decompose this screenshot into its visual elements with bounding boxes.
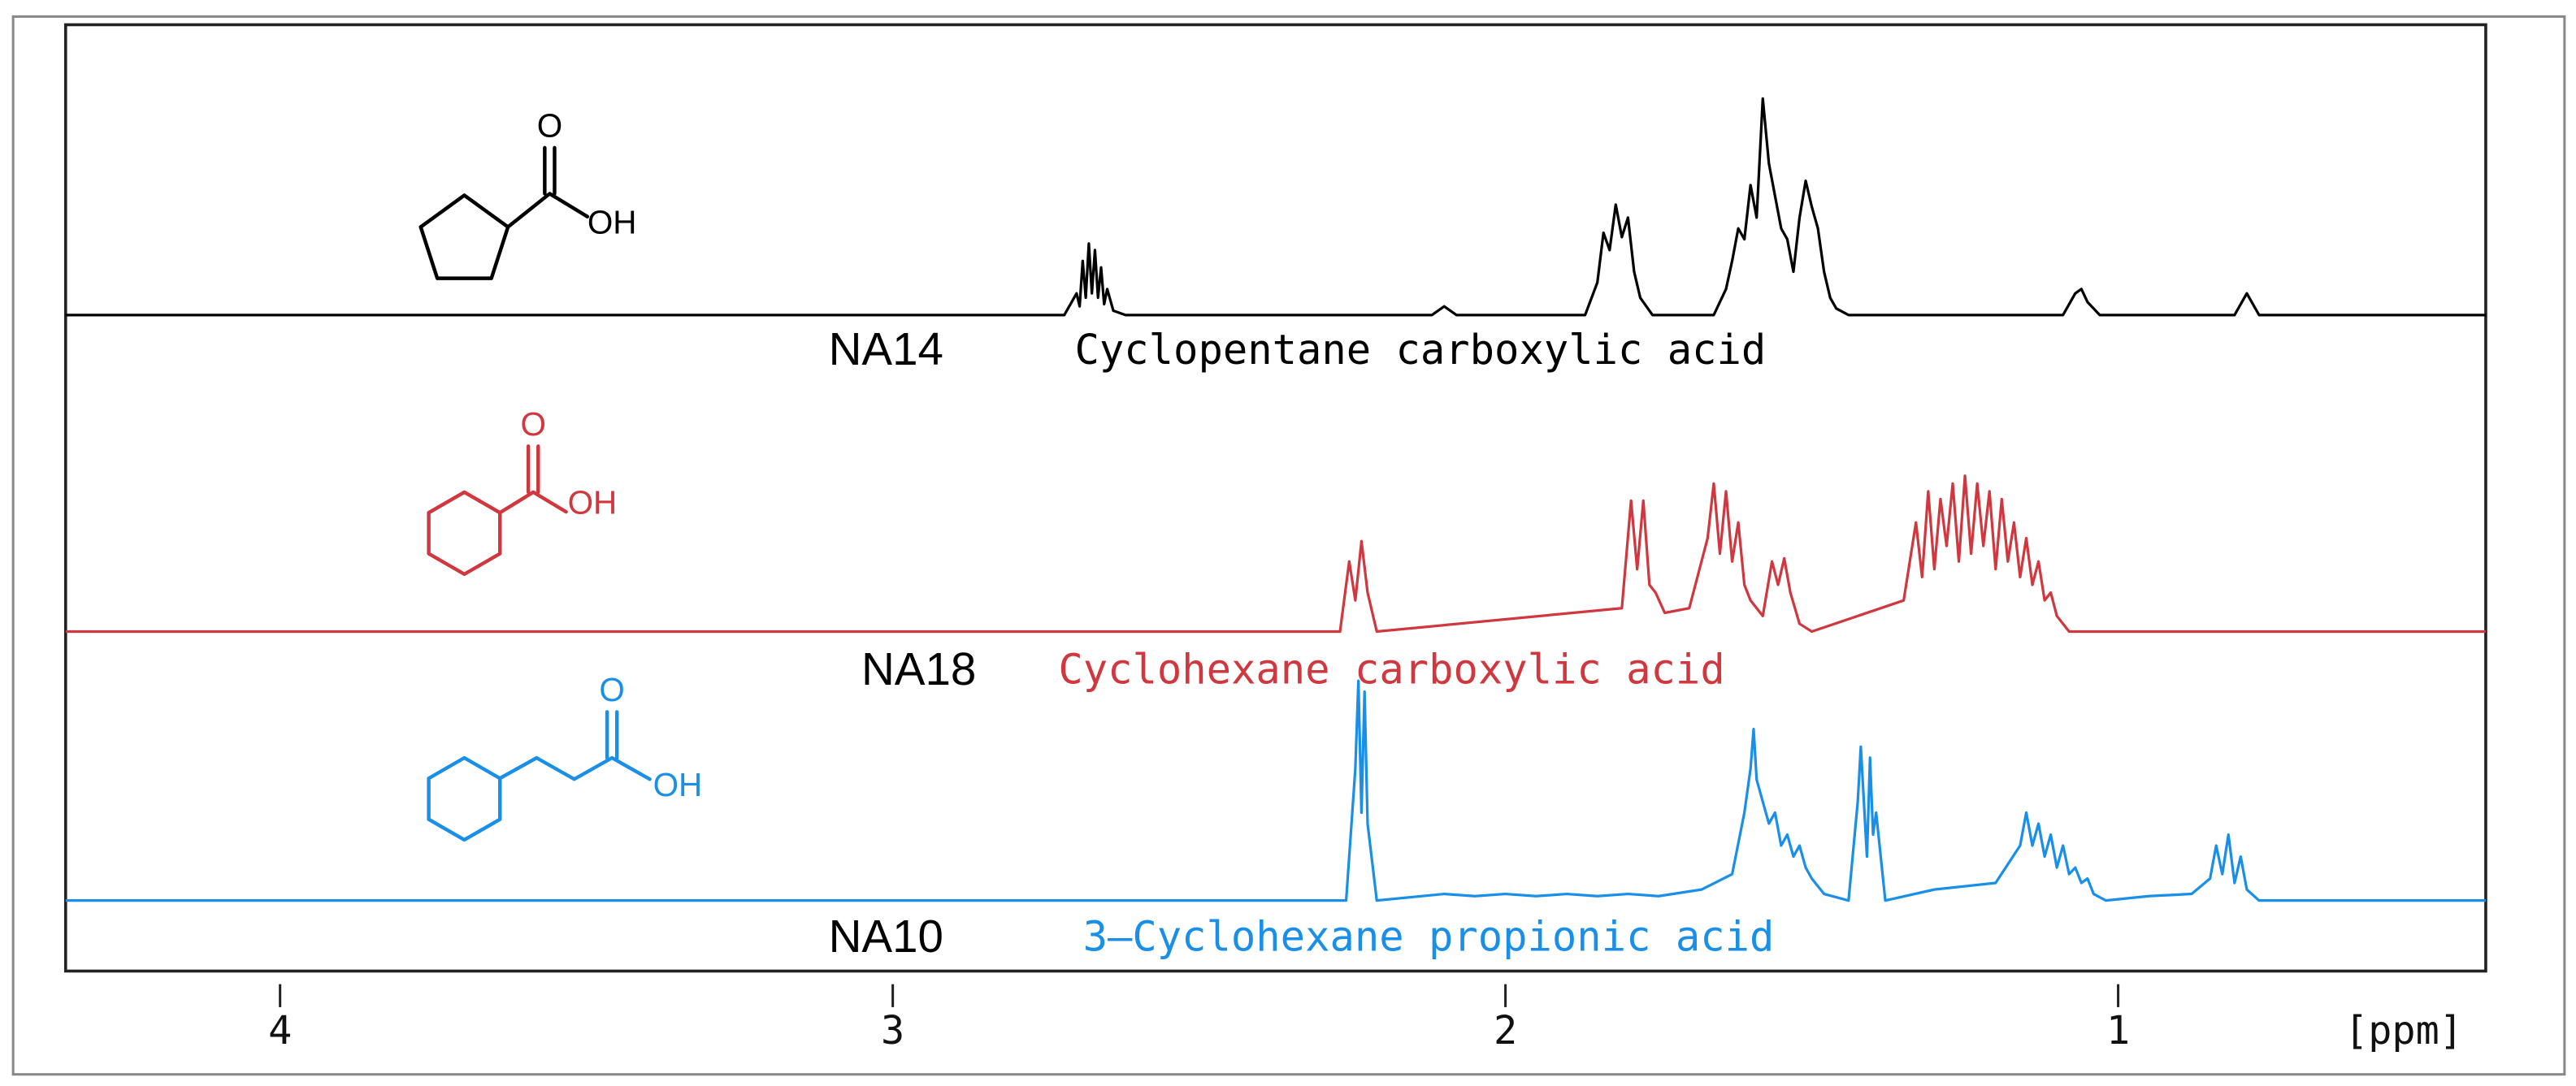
x-tick-label: 2 bbox=[1494, 1008, 1517, 1054]
ring bbox=[427, 755, 502, 842]
spectrum-line bbox=[65, 679, 2486, 902]
x-tick-label: 4 bbox=[268, 1008, 292, 1054]
molecule-na18 bbox=[427, 444, 568, 577]
spectrum-line bbox=[65, 97, 2486, 317]
spectrum-line bbox=[65, 474, 2486, 634]
compound-code: NA10 bbox=[829, 911, 943, 962]
molecule-na10 bbox=[427, 710, 652, 842]
ring bbox=[418, 193, 510, 280]
atom-label: O bbox=[521, 405, 546, 443]
atom-label: O bbox=[599, 671, 624, 708]
bond bbox=[498, 755, 652, 781]
atom-label: OH bbox=[568, 484, 618, 521]
compound-name: Cyclohexane carboxylic acid bbox=[1058, 646, 1724, 694]
compound-name: Cyclopentane carboxylic acid bbox=[1075, 326, 1767, 374]
atom-label: O bbox=[537, 106, 562, 144]
bond bbox=[505, 192, 590, 229]
outer-frame bbox=[11, 15, 2566, 1076]
x-axis-label: [ppm] bbox=[2344, 1008, 2463, 1054]
compound-name: 3–Cyclohexane propionic acid bbox=[1083, 913, 1775, 961]
ring bbox=[427, 490, 502, 577]
compound-code: NA18 bbox=[861, 643, 976, 694]
x-tick-label: 1 bbox=[2106, 1008, 2130, 1054]
compound-code: NA14 bbox=[829, 323, 943, 374]
atom-label: OH bbox=[653, 766, 703, 803]
x-tick-label: 3 bbox=[881, 1008, 904, 1054]
atom-label: OH bbox=[588, 203, 637, 240]
plot-frame bbox=[63, 23, 2487, 973]
molecule-na14 bbox=[418, 145, 590, 280]
bond bbox=[498, 490, 568, 515]
